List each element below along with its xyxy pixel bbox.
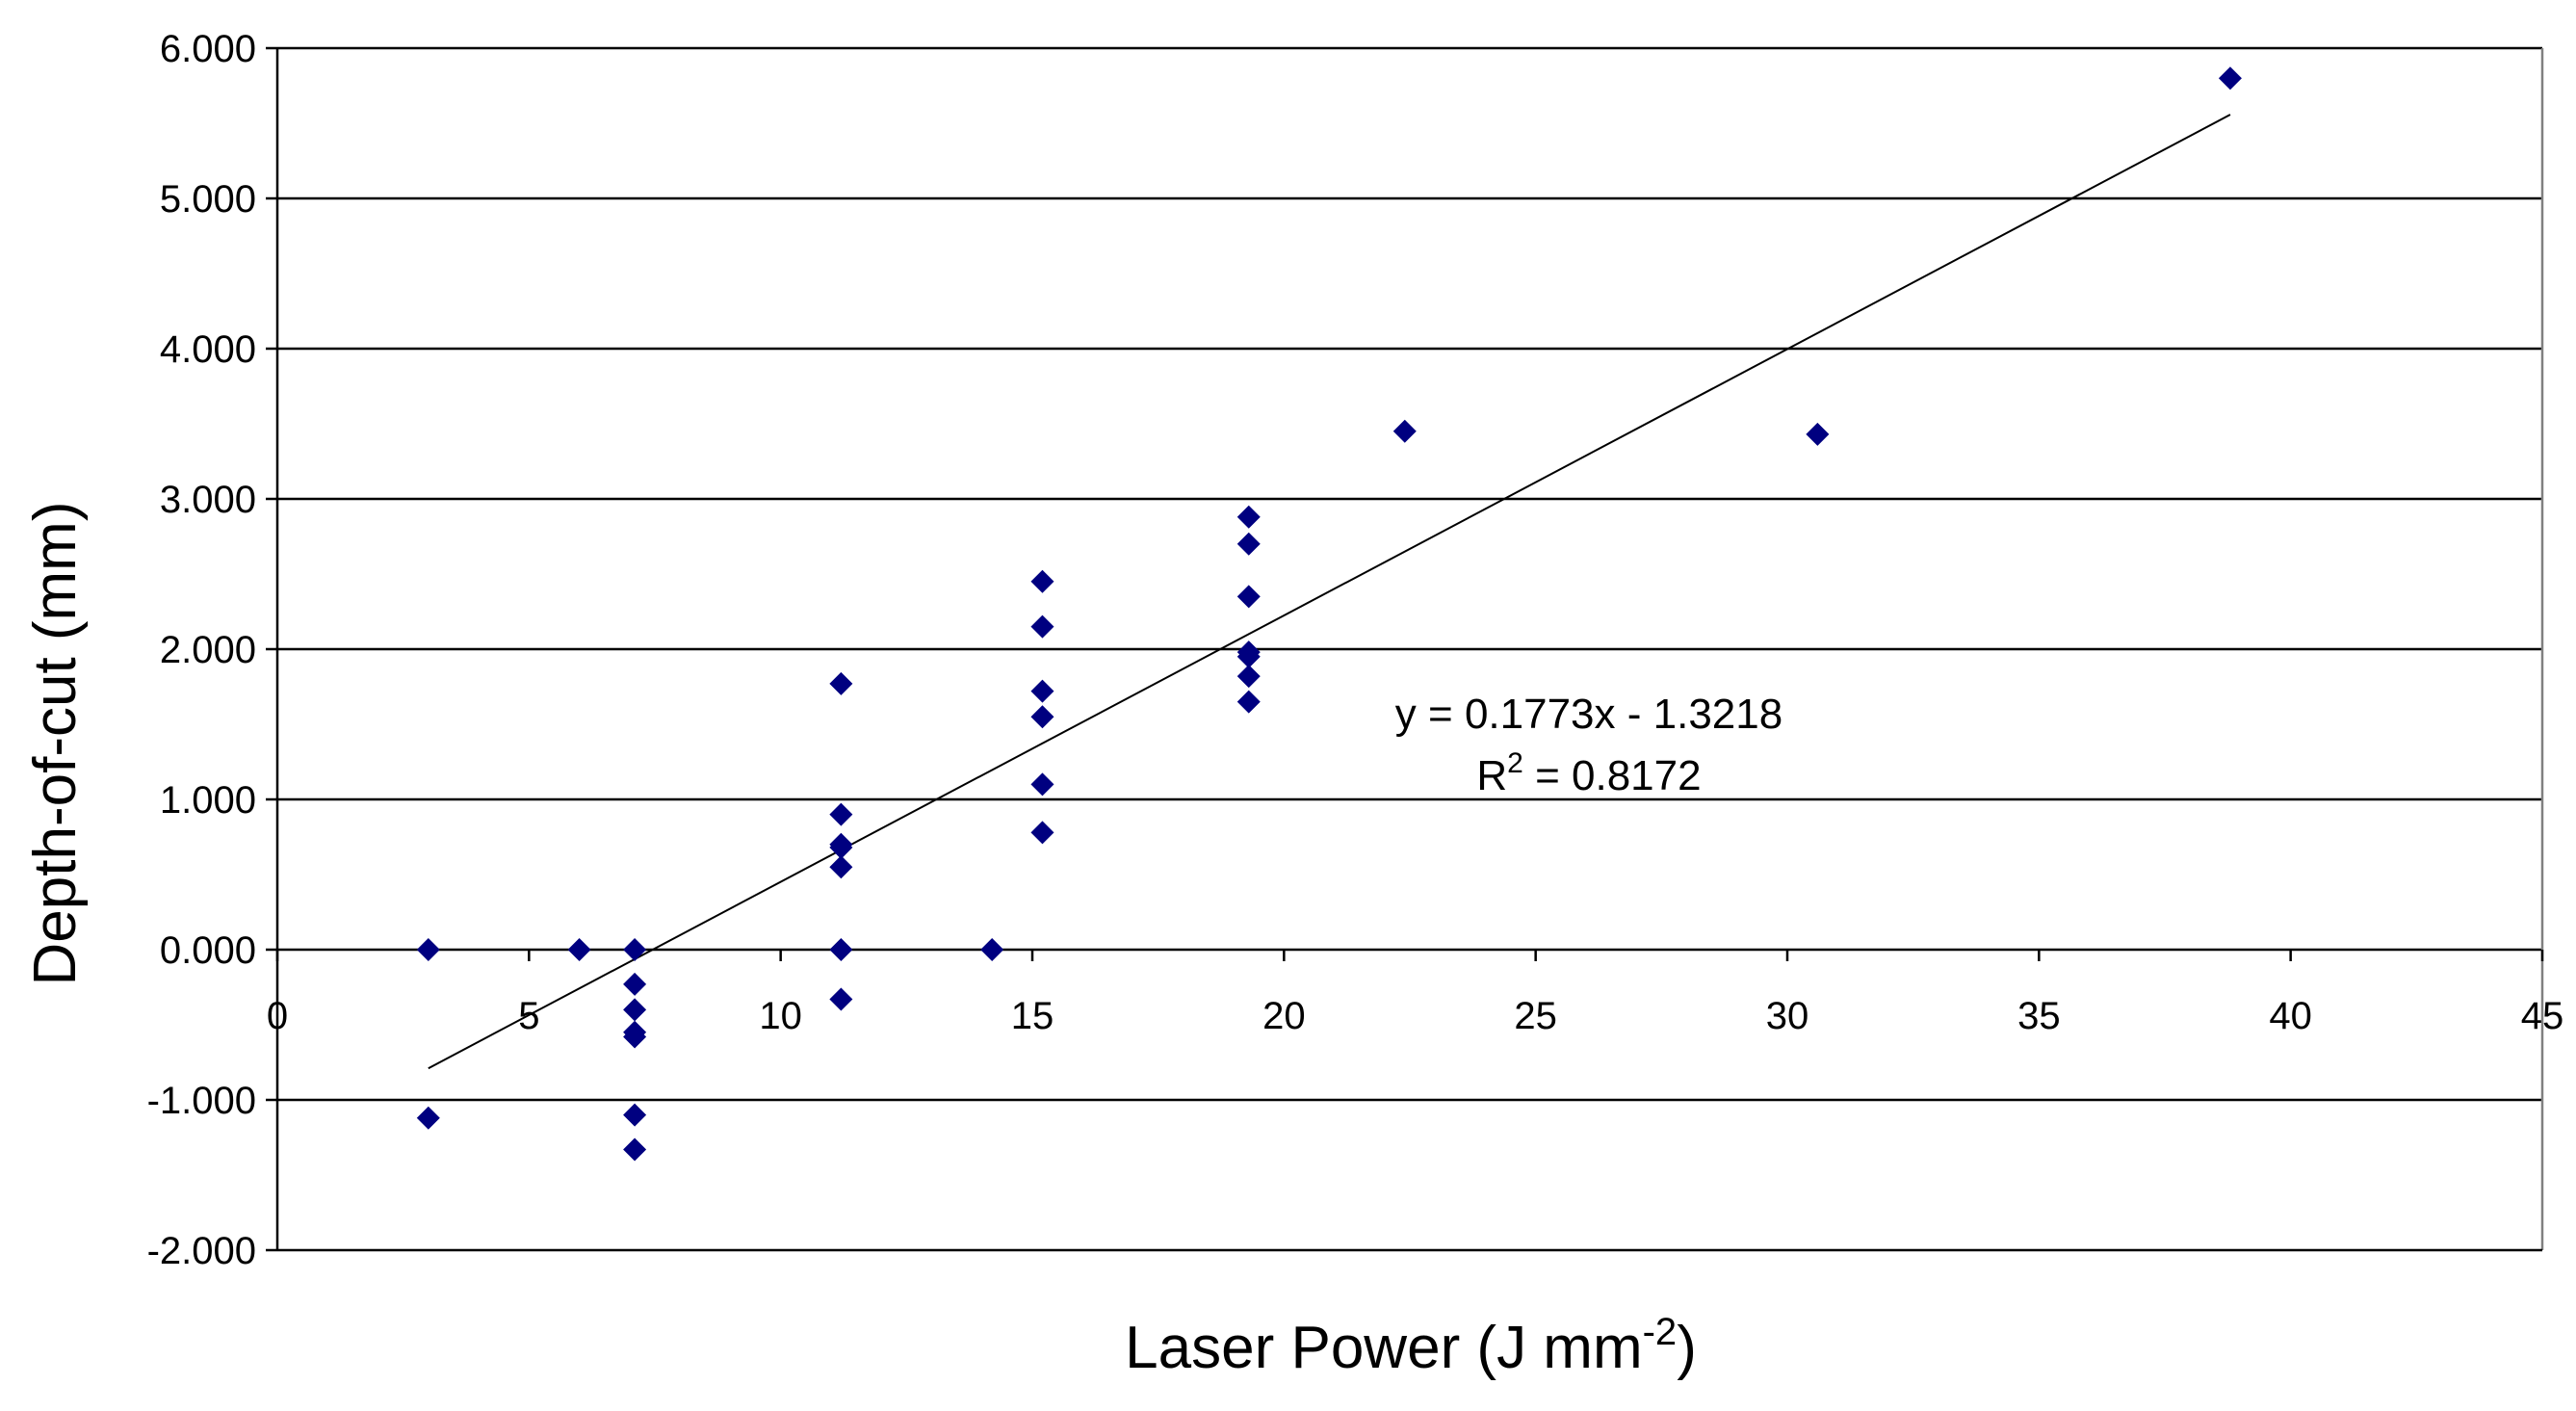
data-point [1030,569,1054,593]
data-point [1236,665,1261,689]
x-tick-label: 0 [267,995,288,1037]
x-tick-labels: 051015202530354045 [267,995,2563,1037]
data-point [623,1137,647,1162]
x-tick-label: 45 [2521,995,2564,1037]
data-point [829,802,853,826]
data-point [623,938,647,961]
y-tick-labels: -2.000 -1.000 0.000 1.000 2.000 3.000 4.000 5.0… [147,28,256,1272]
data-point [1030,614,1054,639]
y-tick-label: 6.000 [160,28,256,70]
y-tick-label: -1.000 [147,1080,256,1122]
data-point [1030,705,1054,729]
r2-superscript: 2 [1507,747,1523,779]
data-point [829,987,853,1011]
x-tick-label: 10 [759,995,802,1037]
data-point [829,938,853,961]
x-axis-label: Laser Power (J mm-2) [1125,1311,1697,1381]
data-point [829,835,853,859]
data-point [623,1020,647,1044]
data-point [623,998,647,1022]
data-point [416,1106,440,1130]
y-tick-label: 5.000 [160,178,256,221]
x-tick-label: 40 [2269,995,2312,1037]
trendline-equation: y = 0.1773x - 1.3218 [1395,691,1782,738]
y-tick-label: 2.000 [160,629,256,671]
x-axis-label-superscript: -2 [1643,1311,1678,1353]
data-point [567,938,591,961]
x-tick-label: 20 [1262,995,1306,1037]
y-axis-label: Depth-of-cut (mm) [22,502,89,986]
axes [266,46,2544,1252]
trendline-r-squared: R2 = 0.8172 [1476,747,1701,799]
data-point [980,938,1004,961]
y-tick-label: -2.000 [147,1230,256,1272]
y-tick-label: 4.000 [160,328,256,371]
y-tick-label: 0.000 [160,929,256,972]
data-point [623,1103,647,1127]
r2-prefix: R [1476,752,1507,799]
trendline [428,114,2231,1070]
data-point [829,671,853,695]
x-tick-label: 35 [2017,995,2061,1037]
data-point [1236,644,1261,668]
data-points [416,66,2242,1162]
data-point [2218,66,2242,91]
x-axis-label-suffix: ) [1677,1315,1697,1381]
data-point [829,855,853,879]
x-axis-label-main: Laser Power (J mm [1125,1315,1642,1381]
r2-value: = 0.8172 [1523,752,1702,799]
trendline-group [428,114,2231,1070]
data-point [1030,679,1054,703]
data-point [1392,419,1417,443]
x-tick-label: 15 [1011,995,1054,1037]
data-point [1236,690,1261,714]
data-point [1236,585,1261,609]
y-tick-label: 1.000 [160,779,256,822]
data-point [1236,505,1261,529]
data-point [416,938,440,961]
x-tick-label: 25 [1514,995,1557,1037]
data-point [623,972,647,996]
data-point [1236,532,1261,556]
data-point [1030,772,1054,797]
data-point [1806,422,1830,446]
x-tick-label: 30 [1766,995,1809,1037]
data-point [1030,821,1054,845]
y-tick-label: 3.000 [160,479,256,521]
gridlines [277,46,2542,1102]
